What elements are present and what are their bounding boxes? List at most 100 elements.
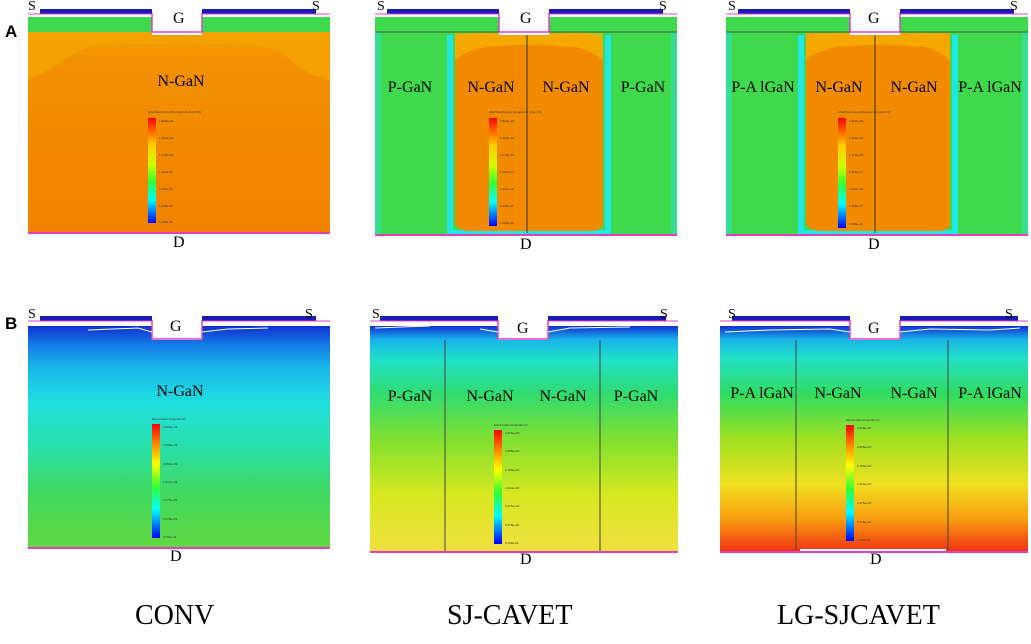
colorbar-b-conv-tick-5: 5.378e+02: [163, 517, 178, 521]
colorbar-b-lgsjcavet-title: Electrostatic Potential (V): [846, 418, 880, 422]
colorbar-a-lgsjcavet-tick-2: 1.179e+00: [849, 153, 864, 157]
colorbar-a-conv-tick-0: 1.623e+04: [159, 119, 174, 123]
region-label: P-GaN: [620, 79, 666, 96]
source-label: S: [377, 0, 385, 14]
panel-b-sjcavet-graphic: [370, 316, 678, 553]
panel-b-conv: Electrostatic Potential (V) 3.229e+03 2.…: [28, 307, 333, 572]
region-label: N-GaN: [466, 388, 514, 405]
colorbar-a-conv-tick-3: 1.264e-13: [159, 170, 173, 174]
source-label: S: [312, 0, 320, 14]
gate-label: G: [868, 10, 880, 27]
panel-a-lgsjcavet-graphic: [726, 9, 1028, 236]
region-label: N-GaN: [156, 383, 204, 400]
source-label: S: [305, 307, 313, 322]
drain-label: D: [173, 234, 185, 251]
colorbar-a-sjcavet-tick-5: 1.009e-24: [500, 204, 514, 208]
panel-b-lgsjcavet-graphic: [720, 316, 1028, 553]
colorbar-b-sjcavet-tick-4: 1.075e+03: [505, 504, 520, 508]
region-label: P-A lGaN: [731, 79, 795, 96]
source-label: S: [660, 307, 668, 322]
drain-label: D: [520, 236, 532, 253]
row-label-b: B: [5, 314, 18, 333]
caption-sjcavet: SJ-CAVET: [447, 600, 573, 631]
region-label: P-A lGaN: [958, 79, 1022, 96]
colorbar-b-conv-tick-0: 3.229e+03: [163, 425, 178, 429]
colorbar-b-lgsjcavet-tick-2: 2.150e+03: [857, 464, 872, 468]
panel-a-sjcavet: Abs(Total Current Density 1/2 (A/cm^2)) …: [375, 0, 680, 255]
colorbar-a-lgsjcavet-tick-0: 1.623e+04: [849, 119, 864, 123]
colorbar-a-sjcavet-tick-3: 1.264e-13: [500, 170, 514, 174]
drain-label: D: [170, 548, 182, 565]
panel-a-conv-graphic: [28, 9, 330, 234]
colorbar-a-sjcavet-tick-6: 1.000e-30: [500, 221, 514, 225]
colorbar-a-lgsjcavet-title: Abs(Total Current Density 1/2 (A/cm^2)): [838, 110, 891, 114]
colorbar-b-sjcavet-tick-3: 1.613e+03: [505, 486, 520, 490]
colorbar-b-conv-tick-6: 3.732e-01: [163, 535, 177, 539]
colorbar-a-lgsjcavet-tick-5: 1.009e-24: [849, 204, 863, 208]
colorbar-a-conv-tick-6: 1.000e-30: [159, 220, 173, 224]
colorbar-a-conv-title: Abs(Total Current Density 1/2 (A/cm^2)): [148, 110, 201, 114]
colorbar-b-conv-tick-2: 2.150e+03: [163, 462, 178, 466]
colorbar-a-lgsjcavet-tick-6: 1.000e-30: [849, 222, 863, 226]
region-label: N-GaN: [157, 73, 205, 90]
colorbar-b-lgsjcavet-tick-5: 5.378e+02: [857, 520, 872, 524]
source-label: S: [372, 307, 380, 322]
colorbar-a-lgsjcavet-tick-1: 1.464e+02: [849, 136, 864, 140]
drain-label: D: [868, 236, 880, 253]
gate-label: G: [170, 318, 182, 335]
colorbar-b-conv-tick-4: 1.075e+03: [163, 498, 178, 502]
colorbar-a-lgsjcavet-tick-4: 1.647e-18: [849, 187, 863, 191]
colorbar-a-conv-tick-4: 1.647e-18: [159, 187, 173, 191]
colorbar-a-conv-tick-1: 1.464e+02: [159, 136, 174, 140]
region-label: N-GaN: [815, 79, 863, 96]
drain-label: D: [870, 551, 882, 568]
region-label: P-A lGaN: [730, 385, 794, 402]
panel-b-conv-graphic: [28, 316, 330, 549]
colorbar-b-lgsjcavet-tick-0: 3.229e+03: [857, 426, 872, 430]
colorbar-a-sjcavet-tick-2: 1.179e+00: [500, 153, 515, 157]
region-label: P-A lGaN: [958, 385, 1022, 402]
source-label: S: [28, 307, 36, 322]
row-label-a: A: [5, 22, 18, 41]
source-label: S: [28, 0, 36, 14]
region-label: P-GaN: [613, 388, 659, 405]
colorbar-b-sjcavet-tick-5: 5.378e+02: [505, 523, 520, 527]
source-label: S: [1005, 307, 1013, 322]
colorbar-b-sjcavet-tick-6: 3.732e-01: [505, 541, 519, 545]
colorbar-b-sjcavet-tick-2: 2.150e+03: [505, 468, 520, 472]
colorbar-b-sjcavet-title: Electrostatic Potential (V): [494, 423, 528, 427]
colorbar-b-conv-tick-1: 2.688e+03: [163, 443, 178, 447]
colorbar-b-sjcavet-tick-1: 2.688e+03: [505, 449, 520, 453]
region-label: N-GaN: [890, 79, 938, 96]
region-label: P-GaN: [387, 388, 433, 405]
gate-label: G: [520, 10, 532, 27]
colorbar-b-conv-title: Electrostatic Potential (V): [152, 417, 186, 421]
colorbar-a-sjcavet-title: Abs(Total Current Density 1/2 (A/cm^2)): [489, 110, 542, 114]
region-label: N-GaN: [539, 388, 587, 405]
region-label: P-GaN: [387, 79, 433, 96]
colorbar-b-conv-tick-3: 1.613e+03: [163, 480, 178, 484]
panel-a-lgsjcavet: Abs(Total Current Density 1/2 (A/cm^2)) …: [726, 0, 1031, 255]
region-label: N-GaN: [814, 385, 862, 402]
source-label: S: [728, 307, 736, 322]
colorbar-b-lgsjcavet-tick-6: 3.732e-01: [857, 538, 871, 542]
panel-b-sjcavet: Electrostatic Potential (V) 3.229e+03 2.…: [370, 307, 680, 572]
panel-a-conv: Abs(Total Current Density 1/2 (A/cm^2)) …: [28, 0, 333, 255]
region-label: N-GaN: [467, 79, 515, 96]
caption-lgsjcavet: LG-SJCAVET: [777, 600, 940, 631]
caption-conv: CONV: [135, 600, 215, 631]
colorbar-a-sjcavet-tick-4: 1.647e-18: [500, 187, 514, 191]
colorbar-b-lgsjcavet-tick-3: 1.613e+03: [857, 482, 872, 486]
colorbar-a-sjcavet-tick-1: 1.464e+02: [500, 136, 515, 140]
source-label: S: [1010, 0, 1018, 14]
gate-label: G: [173, 10, 185, 27]
colorbar-b-lgsjcavet-tick-1: 2.688e+03: [857, 445, 872, 449]
region-label: N-GaN: [890, 385, 938, 402]
colorbar-b-sjcavet-tick-0: 3.229e+03: [505, 431, 520, 435]
colorbar-a-sjcavet-tick-0: 1.623e+04: [500, 119, 515, 123]
colorbar-b-lgsjcavet-tick-4: 1.075e+03: [857, 501, 872, 505]
drain-label: D: [520, 551, 532, 568]
gate-label: G: [517, 320, 529, 337]
colorbar-a-lgsjcavet-tick-3: 1.264e-13: [849, 170, 863, 174]
panel-a-sjcavet-graphic: [375, 9, 677, 236]
